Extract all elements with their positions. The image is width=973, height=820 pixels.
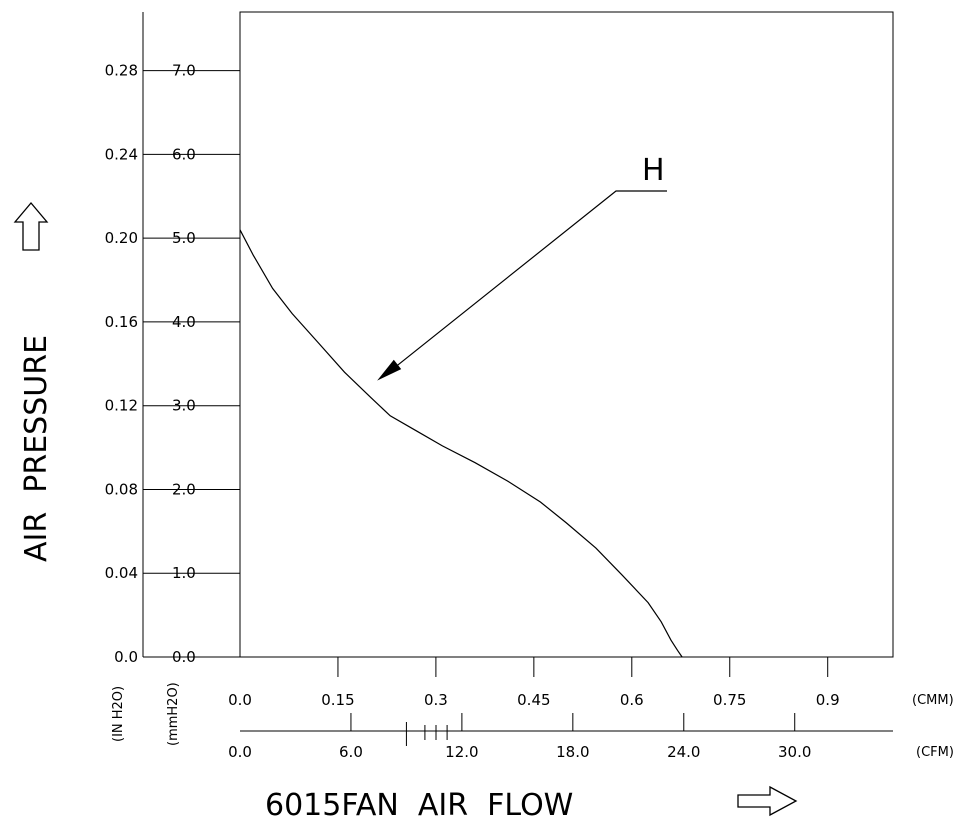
y-unit-primary: (mmH2O) [166,682,181,746]
x-tick-label-cmm-5: 0.75 [713,691,746,709]
x-tick-label-cmm-0: 0.0 [228,691,252,709]
y-tick-label-inh2o-3: 0.12 [105,397,138,415]
x-axis-title: 6015FAN AIR FLOW [265,788,573,820]
x-tick-label-cfm-5: 30.0 [778,743,811,761]
x-unit-primary: (CMM) [912,693,954,708]
x-tick-label-cfm-2: 12.0 [445,743,478,761]
series-line-h [239,229,683,658]
y-tick-label-inh2o-2: 0.08 [105,480,138,498]
x-tick-label-cmm-2: 0.3 [424,691,448,709]
cfm-tick-group: 0.0 6.0 12.0 18.0 24.0 30.0 [228,713,811,761]
annotation-leader [386,190,667,375]
y-tick-label-mmh2o-6: 6.0 [172,145,196,163]
plot-frame [239,11,894,658]
y-tick-label-mmh2o-3: 3.0 [172,397,196,415]
annotation-label-h: H [642,153,665,188]
x-tick-label-cmm-6: 0.9 [816,691,840,709]
y-tick-label-inh2o-5: 0.20 [105,229,138,247]
x-axis-arrow-icon [737,785,798,817]
y-tick-label-mmh2o-2: 2.0 [172,480,196,498]
y-tick-label-mmh2o-5: 5.0 [172,229,196,247]
x-tick-group: 0.0 0.15 0.3 0.45 0.6 0.75 0.9 [228,657,840,709]
x-tick-label-cfm-1: 6.0 [339,743,363,761]
y-tick-label-mmh2o-0: 0.0 [172,648,196,666]
x-tick-label-cmm-3: 0.45 [517,691,550,709]
y-tick-label-inh2o-7: 0.28 [105,62,138,80]
y-tick-label-inh2o-1: 0.04 [105,564,138,582]
y-axis-title: AIR PRESSURE [19,335,54,562]
x-tick-label-cfm-3: 18.0 [556,743,589,761]
y-tick-label-inh2o-6: 0.24 [105,145,138,163]
x-unit-secondary: (CFM) [916,745,954,760]
y-tick-label-inh2o-4: 0.16 [105,313,138,331]
x-tick-label-cfm-0: 0.0 [228,743,252,761]
x-tick-label-cmm-4: 0.6 [620,691,644,709]
annotation-arrowhead [377,359,402,381]
y-tick-label-inh2o-0: 0.0 [114,648,138,666]
y-axis-arrow-icon [13,201,49,251]
y-tick-label-mmh2o-4: 4.0 [172,313,196,331]
x-tick-label-cmm-1: 0.15 [321,691,354,709]
x-tick-label-cfm-4: 24.0 [667,743,700,761]
y-tick-label-mmh2o-1: 1.0 [172,564,196,582]
y-unit-secondary: (IN H2O) [111,686,126,742]
y-tick-group: 0.0 0.0 1.0 0.04 2.0 0.08 3.0 0.12 4.0 0.16 5.0 0.2… [105,62,240,666]
y-tick-label-mmh2o-7: 7.0 [172,62,196,80]
